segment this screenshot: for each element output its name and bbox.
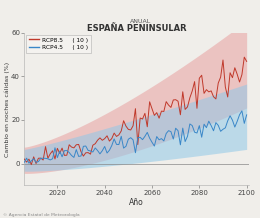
Legend: RCP8.5     ( 10 ), RCP4.5     ( 10 ): RCP8.5 ( 10 ), RCP4.5 ( 10 ) — [26, 34, 91, 53]
X-axis label: Año: Año — [129, 198, 144, 207]
Title: ESPAÑA PENINSULAR: ESPAÑA PENINSULAR — [87, 24, 186, 33]
Text: © Agencia Estatal de Meteorología: © Agencia Estatal de Meteorología — [3, 213, 79, 217]
Text: ANUAL: ANUAL — [130, 19, 151, 24]
Y-axis label: Cambio en noches cálidas (%): Cambio en noches cálidas (%) — [4, 61, 10, 157]
